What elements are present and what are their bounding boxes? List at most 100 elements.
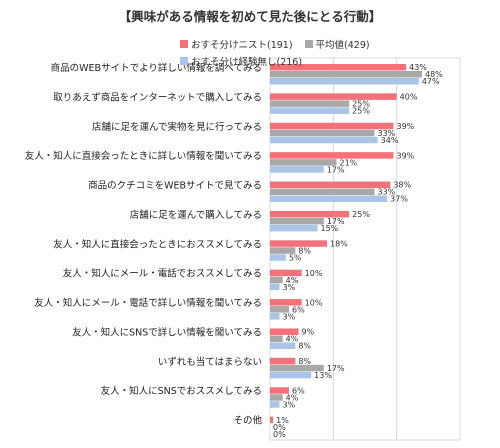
bar-series-3 [270, 136, 378, 144]
bar-series-3 [270, 166, 324, 173]
category-label: いずれも当てはまらない [158, 356, 262, 368]
value-label: 40% [400, 93, 418, 102]
bar-series-1 [270, 269, 302, 277]
bar-series-3 [270, 371, 312, 379]
category-label: 店舗に足を運んで実物を見に行ってみる [92, 121, 262, 133]
value-label: 21% [340, 158, 358, 167]
value-label: 47% [422, 77, 440, 86]
category-label: 店舗に足を運んで購入してみる [130, 209, 262, 221]
bar-series-3 [270, 342, 296, 349]
value-label: 0% [273, 430, 286, 439]
bar-series-3 [270, 313, 280, 320]
bar-series-2 [270, 364, 324, 372]
value-label: 33% [378, 129, 396, 138]
value-label: 4% [286, 335, 299, 344]
value-label: 10% [305, 269, 323, 278]
bar-series-3 [270, 283, 280, 291]
value-label: 8% [298, 247, 311, 256]
value-label: 38% [393, 181, 411, 190]
value-label: 6% [292, 386, 305, 395]
value-label: 37% [390, 195, 408, 204]
bar-series-2 [270, 276, 283, 284]
value-label: 4% [286, 276, 299, 285]
bar-series-1 [270, 299, 302, 306]
category-label: 商品のクチコミをWEBサイトで見てみる [88, 180, 262, 192]
category-label: 友人・知人に直接会ったときにおススメしてみる [53, 238, 262, 250]
category-label: 商品のWEBサイトでより詳しい情報を調べてみる [51, 62, 262, 74]
legend-item-series-2: 平均値(429) [304, 37, 370, 51]
category-label: 友人・知人にメール・電話でおススメしてみる [63, 268, 262, 280]
bar-series-3 [270, 401, 280, 408]
value-label: 17% [327, 364, 345, 373]
bar-series-3 [270, 224, 318, 232]
value-label: 0% [273, 423, 286, 432]
legend-label-series-1: おすそ分けニスト(191) [191, 40, 293, 51]
bar-series-2 [270, 159, 337, 166]
value-label: 33% [378, 188, 396, 197]
value-label: 25% [352, 100, 370, 109]
legend-swatch-series-3 [180, 57, 188, 65]
value-label: 3% [283, 283, 296, 292]
bar-series-1 [270, 64, 407, 71]
bar-series-1 [270, 357, 296, 365]
bar-series-3 [270, 195, 388, 203]
value-label: 9% [302, 328, 315, 337]
value-label: 5% [289, 254, 302, 263]
bar-series-1 [270, 240, 327, 247]
legend-item-series-1: おすそ分けニスト(191) [180, 37, 293, 51]
value-label: 25% [352, 107, 370, 116]
legend-label-series-2: 平均値(429) [315, 40, 370, 51]
bar-series-1 [270, 328, 299, 335]
value-label: 39% [397, 151, 415, 160]
value-label: 39% [397, 122, 415, 131]
bar-series-2 [270, 129, 375, 137]
value-label: 17% [327, 217, 345, 226]
bar-series-3 [270, 78, 419, 85]
category-label: 友人・知人に直接会ったときに詳しい情報を聞いてみる [25, 150, 262, 162]
value-label: 10% [305, 298, 323, 307]
category-label: 友人・知人にメール・電話で詳しい情報を聞いてみる [34, 297, 262, 309]
legend-label-series-3: おすそ分け経験無し(216) [191, 57, 303, 68]
value-label: 3% [283, 312, 296, 321]
value-label: 15% [321, 224, 339, 233]
bar-series-1 [270, 387, 289, 394]
value-label: 13% [314, 371, 332, 380]
chart-legend: おすそ分けニスト(191) 平均値(429) おすそ分け経験無し(216) [180, 37, 496, 68]
bar-series-1 [270, 181, 391, 189]
bar-series-2 [270, 217, 324, 225]
bar-series-1 [270, 416, 274, 424]
legend-swatch-series-1 [180, 40, 188, 48]
value-label: 25% [352, 210, 370, 219]
bar-series-2 [270, 247, 296, 254]
value-label: 3% [283, 400, 296, 409]
value-label: 48% [425, 70, 443, 79]
value-label: 6% [292, 305, 305, 314]
value-label: 8% [298, 357, 311, 366]
category-label: その他 [233, 415, 262, 427]
bar-series-2 [270, 394, 283, 401]
bar-series-1 [270, 210, 350, 218]
bar-series-2 [270, 188, 375, 196]
bar-series-3 [270, 107, 350, 114]
bar-series-2 [270, 71, 422, 78]
chart-title: 【興味がある情報を初めて見た後にとる行動】 [118, 9, 382, 24]
value-label: 1% [276, 416, 289, 425]
value-label: 4% [286, 393, 299, 402]
category-label: 取りあえず商品をインターネットで購入してみる [53, 91, 262, 103]
bar-series-2 [270, 306, 289, 313]
category-label: 友人・知人にSNSでおススメしてみる [101, 385, 262, 397]
category-label: 友人・知人にSNSで詳しい情報を聞いてみる [72, 326, 262, 338]
value-label: 43% [409, 63, 427, 72]
bar-series-1 [270, 152, 394, 159]
bar-series-1 [270, 122, 394, 130]
legend-item-series-3: おすそ分け経験無し(216) [180, 54, 302, 68]
value-label: 17% [327, 165, 345, 174]
bar-series-3 [270, 254, 286, 261]
value-label: 8% [298, 342, 311, 351]
bar-series-1 [270, 93, 397, 100]
bar-series-2 [270, 100, 350, 107]
value-label: 34% [381, 136, 399, 145]
legend-swatch-series-2 [304, 40, 313, 48]
value-label: 18% [330, 240, 348, 249]
